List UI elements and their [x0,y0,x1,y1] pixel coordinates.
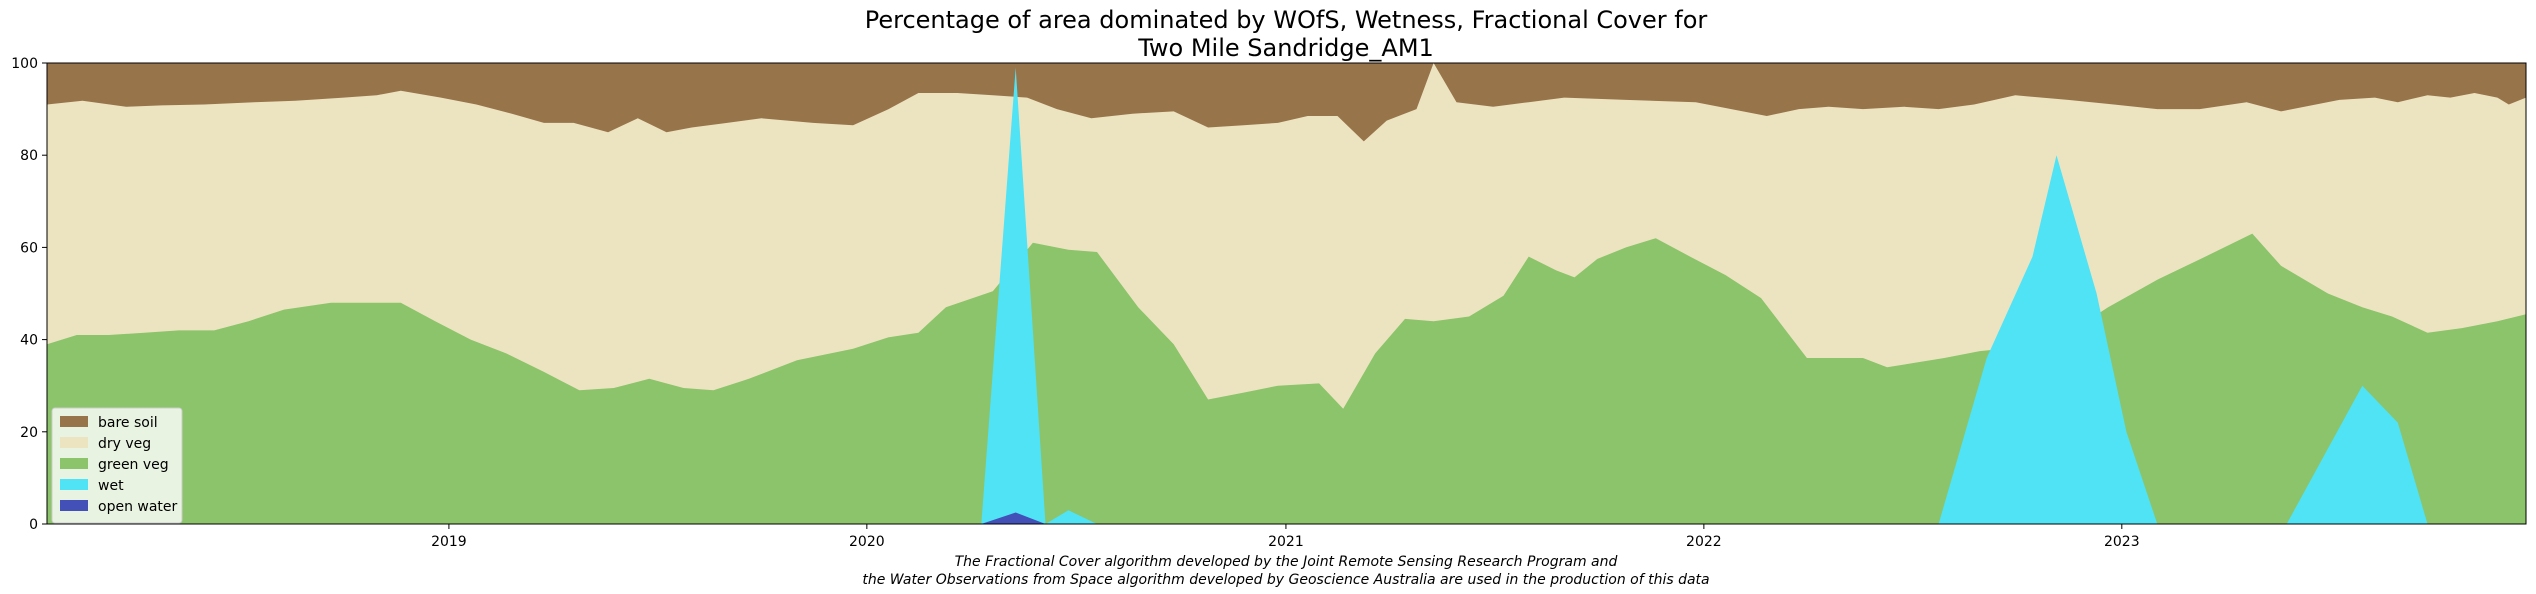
legend-label-green-veg: green veg [98,457,169,473]
area-green-veg [47,233,2526,524]
legend-swatch-dry-veg [60,437,88,448]
legend-label-bare-soil: bare soil [98,415,158,431]
legend-swatch-green-veg [60,458,88,469]
legend-swatch-wet [60,479,88,490]
axes: 0 20 40 60 80 100 2019 2020 2021 2022 2023 [11,56,2527,550]
axes-frame [46,62,2527,525]
y-tick-label: 100 [11,56,38,72]
x-tick-label: 2021 [1268,534,1304,550]
x-tick-label: 2020 [849,534,885,550]
chart-title-line-2: Two Mile Sandridge_AM1 [1137,34,1434,62]
plot-area [47,63,2526,524]
area-wet [47,67,2526,524]
y-tick-label: 20 [20,425,38,441]
y-tick-label: 80 [20,148,38,164]
x-tick-label: 2022 [1686,534,1722,550]
y-tick-label: 60 [20,240,38,256]
y-tick-label: 40 [20,333,38,349]
legend-box [51,407,183,524]
legend-swatch-bare-soil [60,416,88,427]
legend: bare soil dry veg green veg wet open water [51,407,183,524]
y-tick-label: 0 [29,517,38,533]
legend-label-dry-veg: dry veg [98,436,151,452]
x-tick-label: 2023 [2104,534,2140,550]
legend-label-wet: wet [98,478,124,494]
x-tick-label: 2019 [431,534,467,550]
caption-line-2: the Water Observations from Space algori… [862,572,1709,588]
caption-line-1: The Fractional Cover algorithm developed… [955,554,1618,570]
chart-title-line-1: Percentage of area dominated by WOfS, We… [865,6,1708,34]
legend-label-open-water: open water [98,499,178,515]
legend-swatch-open-water [60,500,88,511]
